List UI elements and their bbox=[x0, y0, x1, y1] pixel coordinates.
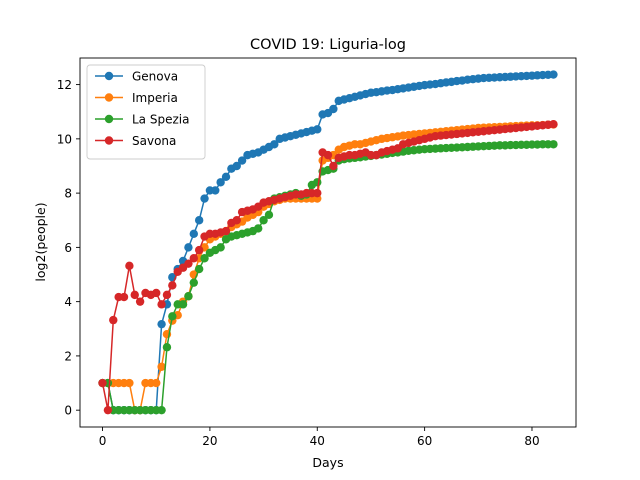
data-point-genova bbox=[157, 319, 166, 329]
data-point-genova bbox=[329, 104, 338, 114]
y-tick-label: 10 bbox=[57, 132, 72, 146]
data-point-la-spezia bbox=[313, 178, 322, 187]
data-point-la-spezia bbox=[216, 243, 225, 252]
data-point-savona bbox=[194, 245, 204, 255]
x-tick-label: 40 bbox=[310, 434, 325, 448]
data-point-genova bbox=[221, 172, 231, 182]
legend-label-savona: Savona bbox=[132, 134, 176, 148]
data-point-genova bbox=[189, 229, 198, 239]
data-point-savona bbox=[152, 288, 161, 298]
series-layer bbox=[98, 70, 558, 415]
data-point-la-spezia bbox=[200, 254, 209, 263]
data-point-la-spezia bbox=[189, 278, 198, 287]
data-point-la-spezia bbox=[162, 343, 172, 352]
data-point-la-spezia bbox=[549, 140, 558, 149]
data-point-savona bbox=[98, 378, 107, 388]
data-point-savona bbox=[103, 405, 113, 415]
data-point-genova bbox=[184, 243, 193, 252]
data-point-savona bbox=[109, 315, 118, 325]
plot-frame bbox=[79, 57, 577, 428]
data-point-savona bbox=[135, 297, 145, 306]
y-axis-label: log2(people) bbox=[33, 202, 48, 281]
legend-label-la-spezia: La Spezia bbox=[132, 113, 189, 127]
chart-title: COVID 19: Liguria-log bbox=[250, 37, 406, 53]
data-point-savona bbox=[157, 300, 166, 309]
y-tick-label: 2 bbox=[64, 349, 72, 363]
y-tick-label: 12 bbox=[57, 78, 72, 92]
y-axis: 0 2 4 6 8 10 12 bbox=[57, 78, 80, 418]
x-tick-label: 20 bbox=[202, 434, 217, 448]
legend-marker-imperia bbox=[104, 93, 114, 102]
data-point-la-spezia bbox=[259, 216, 268, 225]
data-point-la-spezia bbox=[254, 224, 263, 233]
data-point-savona bbox=[162, 290, 172, 300]
y-tick-label: 8 bbox=[64, 187, 72, 201]
legend: Genova Imperia La Spezia Savona bbox=[86, 64, 206, 160]
x-tick-label: 60 bbox=[417, 434, 432, 448]
data-point-genova bbox=[216, 178, 225, 187]
data-point-savona bbox=[232, 216, 241, 225]
legend-marker-savona bbox=[104, 136, 114, 145]
data-point-genova bbox=[313, 125, 322, 134]
data-point-savona bbox=[168, 281, 177, 290]
data-point-genova bbox=[549, 70, 558, 79]
data-point-imperia bbox=[152, 378, 161, 388]
data-point-savona bbox=[329, 161, 338, 171]
data-point-savona bbox=[549, 120, 558, 129]
data-point-la-spezia bbox=[178, 300, 188, 309]
legend-marker-genova bbox=[104, 71, 114, 81]
y-tick-label: 4 bbox=[64, 295, 72, 309]
x-axis: 0 20 40 60 80 bbox=[99, 427, 540, 448]
data-point-la-spezia bbox=[168, 312, 177, 321]
legend-box bbox=[86, 64, 206, 160]
data-point-la-spezia bbox=[157, 405, 166, 415]
legend-label-genova: Genova bbox=[132, 70, 178, 84]
data-point-genova bbox=[194, 216, 204, 225]
data-point-genova bbox=[270, 140, 279, 149]
legend-marker-la-spezia bbox=[104, 114, 114, 124]
y-tick-label: 6 bbox=[64, 241, 72, 255]
data-point-genova bbox=[200, 194, 209, 203]
data-point-savona bbox=[189, 254, 198, 263]
data-point-imperia bbox=[157, 362, 166, 371]
data-point-savona bbox=[323, 150, 333, 160]
data-point-savona bbox=[130, 290, 139, 300]
data-point-genova bbox=[211, 186, 220, 195]
series-savona bbox=[98, 120, 558, 415]
data-point-genova bbox=[232, 161, 241, 171]
x-tick-label: 80 bbox=[524, 434, 539, 448]
data-point-savona bbox=[119, 292, 129, 302]
data-point-savona bbox=[221, 226, 231, 236]
x-tick-label: 0 bbox=[99, 434, 107, 448]
data-point-savona bbox=[184, 259, 193, 268]
data-point-savona bbox=[125, 261, 134, 271]
y-tick-label: 0 bbox=[64, 404, 72, 418]
x-axis-label: Days bbox=[312, 455, 343, 470]
legend-label-imperia: Imperia bbox=[132, 91, 178, 105]
data-point-genova bbox=[237, 156, 247, 165]
data-point-imperia bbox=[125, 378, 134, 388]
data-point-la-spezia bbox=[264, 210, 274, 220]
data-point-savona bbox=[313, 188, 322, 198]
data-point-la-spezia bbox=[184, 292, 193, 301]
data-point-la-spezia bbox=[194, 264, 204, 274]
